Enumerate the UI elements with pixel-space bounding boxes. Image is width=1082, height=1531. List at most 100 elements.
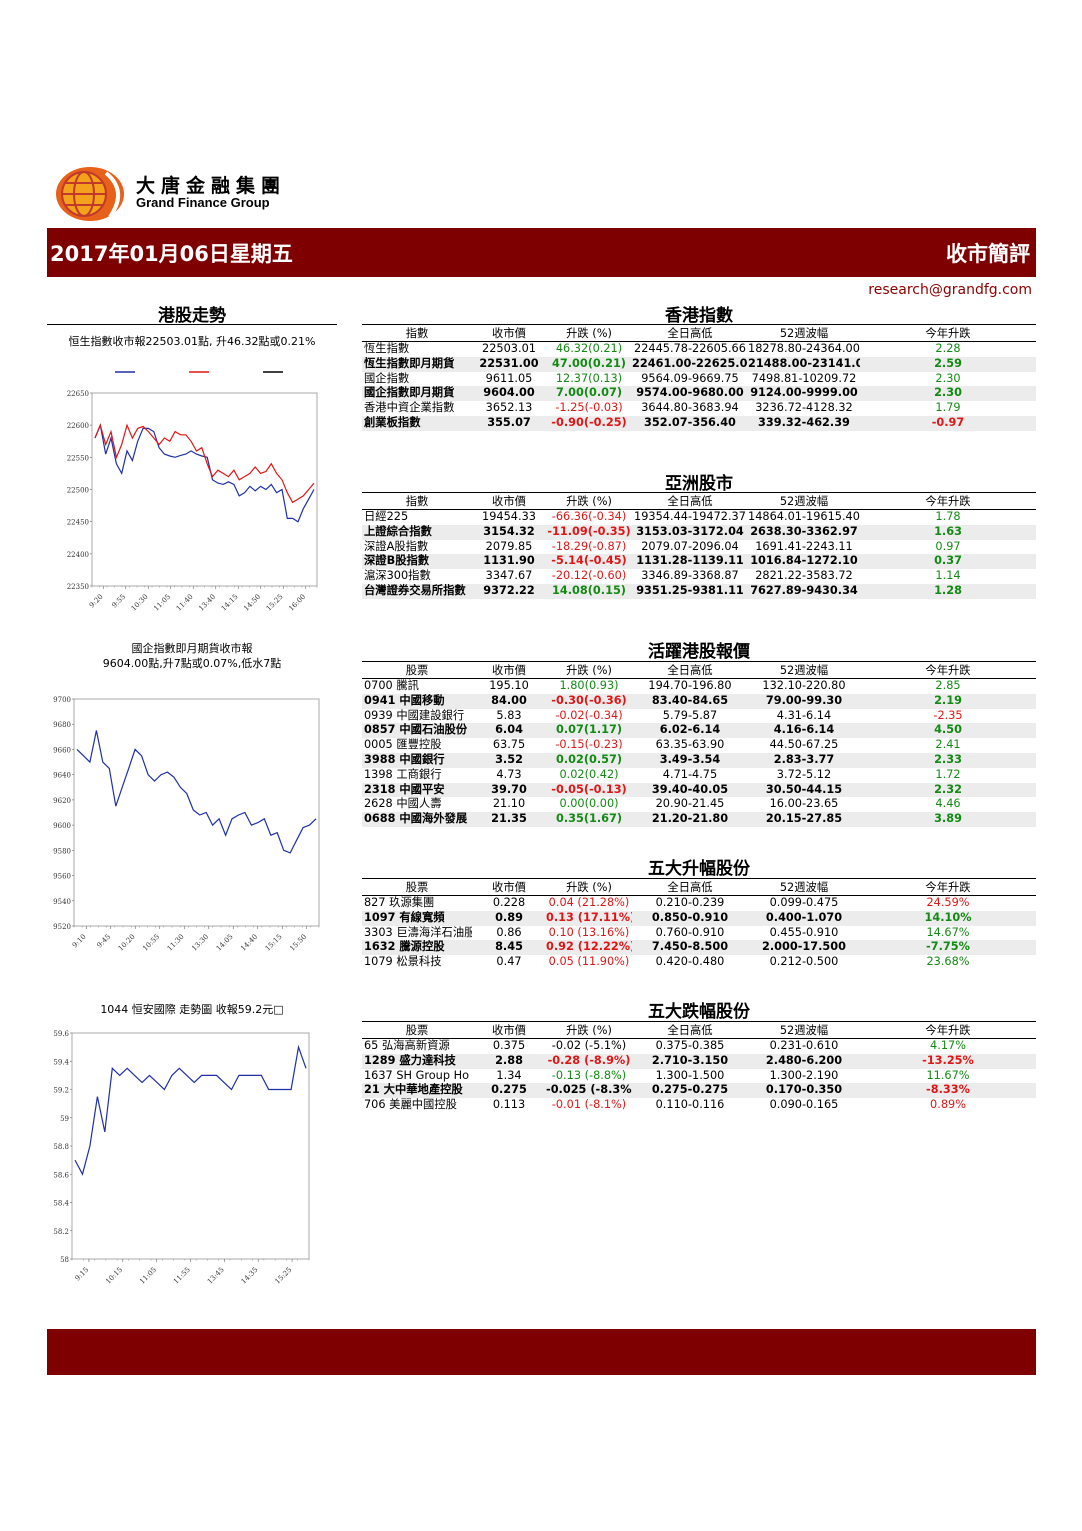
table-cell: 1131.28-1139.11 bbox=[632, 554, 748, 570]
table-cell: 0688 中國海外發展 bbox=[362, 812, 472, 827]
table-row: 21 大中華地產控股 0.275 -0.025 (-8.3%) 0.275-0.275… bbox=[362, 1083, 1036, 1099]
table-cell: 2.30 bbox=[935, 371, 961, 385]
table-cell: 4.16-6.14 bbox=[748, 723, 860, 739]
column-header: 全日高低 bbox=[632, 492, 748, 510]
y-tick-label: 9560 bbox=[53, 873, 71, 881]
table-cell: 0.099-0.475 bbox=[769, 896, 839, 909]
plot-frame bbox=[71, 1032, 310, 1260]
table-cell: 0.231-0.610 bbox=[769, 1039, 839, 1052]
series-line-0 bbox=[94, 423, 315, 523]
top-losers-title: 五大跌幅股份 bbox=[648, 1002, 750, 1022]
table-cell: 3.49-3.54 bbox=[632, 752, 748, 768]
table-cell: 0.13 (17.11%) bbox=[546, 910, 632, 926]
contact-email[interactable]: research@grandfg.com bbox=[868, 282, 1032, 298]
table-cell: 恆生指數 bbox=[364, 342, 410, 355]
table-cell: 3347.67 bbox=[485, 569, 533, 583]
table-cell: 79.00-99.30 bbox=[748, 693, 860, 709]
chart1-description: 恒生指數收市報22503.01點, 升46.32點或0.21% bbox=[68, 335, 316, 348]
table-cell: 0700 騰訊 bbox=[364, 679, 419, 692]
table-cell: 19454.33 bbox=[482, 510, 536, 523]
y-tick-label: 59 bbox=[60, 1115, 69, 1123]
table-cell: 2.32 bbox=[860, 782, 1036, 798]
table-cell: -5.14(-0.45) bbox=[546, 554, 632, 570]
x-tick-label: 10:30 bbox=[130, 593, 150, 613]
x-tick-label: 11:30 bbox=[166, 933, 186, 953]
top-gainers-table: 股票 收市價 升跌 (%) 全日高低 52週波幅 今年升跌 827 玖源集團 0.228 0.0… bbox=[362, 878, 1036, 970]
table-row: 創業板指數 355.07 -0.90(-0.25) 352.07-356.40 339.… bbox=[362, 415, 1036, 431]
table-cell: 132.10-220.80 bbox=[762, 679, 846, 692]
table-cell: 22445.78-22605.66 bbox=[634, 342, 746, 355]
y-tick-label: 9700 bbox=[53, 696, 71, 704]
table-header-row: 股票 收市價 升跌 (%) 全日高低 52週波幅 今年升跌 bbox=[362, 1021, 1036, 1039]
table-cell: 4.46 bbox=[935, 797, 961, 811]
y-tick-label: 9680 bbox=[53, 721, 71, 729]
company-logo: 大唐金融集團 Grand Finance Group bbox=[54, 163, 294, 223]
table-cell: 2.480-6.200 bbox=[748, 1053, 860, 1069]
x-tick-label: 11:55 bbox=[172, 1266, 192, 1286]
table-cell: 3236.72-4128.32 bbox=[755, 401, 853, 415]
table-row: 恆生指數 22503.01 46.32(0.21) 22445.78-22605.66… bbox=[362, 342, 1036, 357]
table-cell: 0.89% bbox=[930, 1098, 966, 1112]
table-cell: 706 美麗中國控股 bbox=[364, 1098, 457, 1112]
left-divider bbox=[47, 324, 337, 325]
report-date: 2017年01月06日星期五 bbox=[50, 242, 293, 266]
table-row: 65 弘海高新資源 0.375 -0.02 (-5.1%) 0.375-0.385 0.… bbox=[362, 1039, 1036, 1054]
table-cell: 0.375-0.385 bbox=[655, 1039, 725, 1052]
table-cell: 22503.01 bbox=[482, 342, 536, 355]
table-cell: 3153.03-3172.04 bbox=[632, 524, 748, 540]
table-row: 2628 中國人壽 21.10 0.00(0.00) 20.90-21.45 16.00… bbox=[362, 797, 1036, 812]
table-cell: 0857 中國石油股份 bbox=[362, 723, 472, 739]
table-cell: 1.80(0.93) bbox=[559, 679, 619, 692]
column-header: 全日高低 bbox=[632, 878, 748, 896]
table-cell: 0.375 bbox=[492, 1039, 526, 1052]
table-cell: 7.450-8.500 bbox=[632, 940, 748, 956]
globe-logo-icon bbox=[56, 167, 124, 221]
chart2-description-line2: 9604.00點,升7點或0.07%,低水7點 bbox=[102, 657, 282, 670]
table-cell: 3303 巨濤海洋石油服 bbox=[364, 925, 472, 939]
table-row: 1289 盛力達科技 2.88 -0.28 (-8.9%) 2.710-3.150 2.… bbox=[362, 1053, 1036, 1069]
column-header: 收市價 bbox=[472, 661, 546, 679]
table-cell: 20.90-21.45 bbox=[655, 797, 725, 811]
table-cell: 0.92 (12.22%) bbox=[546, 940, 632, 956]
y-tick-label: 22400 bbox=[67, 551, 89, 559]
table-row: 0688 中國海外發展 21.35 0.35(1.67) 21.20-21.80 20.… bbox=[362, 812, 1036, 827]
y-tick-label: 9620 bbox=[53, 797, 71, 805]
table-row: 2318 中國平安 39.70 -0.05(-0.13) 39.40-40.05 30.… bbox=[362, 782, 1036, 798]
table-cell: 0.275 bbox=[472, 1083, 546, 1099]
table-cell: 9611.05 bbox=[485, 371, 533, 385]
table-row: 1637 SH Group Ho 1.34 -0.13 (-8.8%) 1.300-1… bbox=[362, 1069, 1036, 1084]
column-header: 升跌 (%) bbox=[546, 492, 632, 510]
x-tick-label: 11:40 bbox=[175, 593, 195, 613]
table-cell: 194.70-196.80 bbox=[648, 679, 732, 692]
y-tick-label: 58 bbox=[60, 1256, 69, 1264]
table-cell: 24.59% bbox=[926, 896, 970, 909]
active-stocks-table: 股票 收市價 升跌 (%) 全日高低 52週波幅 今年升跌 0700 騰訊 195.10 1.8… bbox=[362, 661, 1036, 827]
table-cell: -0.025 (-8.3%) bbox=[546, 1083, 632, 1099]
table-cell: 9372.22 bbox=[472, 583, 546, 599]
x-tick-label: 15:15 bbox=[264, 933, 284, 953]
table-cell: 4.71-4.75 bbox=[662, 767, 718, 781]
table-cell: -2.35 bbox=[933, 708, 963, 722]
table-cell: 0.850-0.910 bbox=[632, 910, 748, 926]
column-header: 股票 bbox=[362, 1021, 472, 1039]
column-header: 52週波幅 bbox=[748, 1021, 860, 1039]
table-cell: 3644.80-3683.94 bbox=[641, 401, 739, 415]
table-cell: 23.68% bbox=[926, 955, 970, 969]
x-tick-label: 14:15 bbox=[220, 593, 240, 613]
table-cell: 2.30 bbox=[860, 386, 1036, 402]
table-cell: 2628 中國人壽 bbox=[364, 797, 442, 811]
table-cell: -18.29(-0.87) bbox=[551, 539, 627, 553]
table-cell: 339.32-462.39 bbox=[748, 415, 860, 431]
table-cell: 0.05 (11.90%) bbox=[548, 955, 630, 969]
y-tick-label: 22500 bbox=[67, 487, 89, 495]
table-cell: -0.97 bbox=[860, 415, 1036, 431]
y-tick-label: 9660 bbox=[53, 746, 71, 754]
table-cell: 3154.32 bbox=[472, 524, 546, 540]
table-cell: 1.28 bbox=[860, 583, 1036, 599]
table-cell: 台灣證券交易所指數 bbox=[362, 583, 472, 599]
y-tick-label: 59.2 bbox=[53, 1087, 69, 1095]
table-cell: 2.000-17.500 bbox=[748, 940, 860, 956]
table-cell: 21.20-21.80 bbox=[632, 812, 748, 827]
table-cell: -66.36(-0.34) bbox=[551, 510, 627, 523]
column-header: 全日高低 bbox=[632, 1021, 748, 1039]
